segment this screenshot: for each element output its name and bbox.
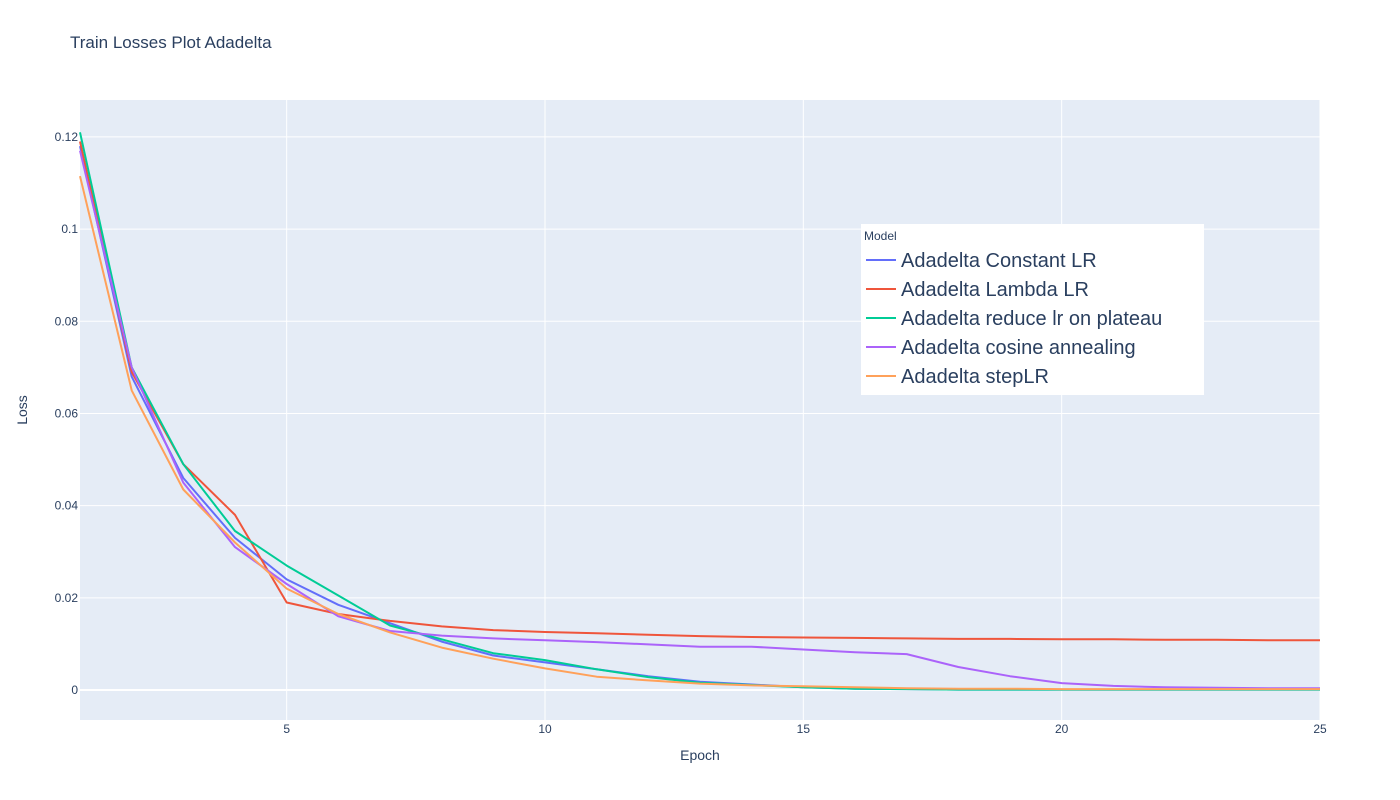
y-tick-label: 0.04 — [55, 499, 79, 513]
x-tick-label: 15 — [797, 722, 811, 736]
chart-title: Train Losses Plot Adadelta — [70, 33, 272, 52]
x-tick-label: 10 — [538, 722, 552, 736]
series-line — [79, 141, 1320, 642]
y-tick-label: 0.02 — [55, 591, 79, 605]
legend-title: Model — [864, 229, 897, 243]
y-tick-label: 0.08 — [55, 314, 79, 328]
legend-label: Adadelta stepLR — [901, 366, 1049, 388]
x-axis-title: Epoch — [680, 747, 720, 763]
legend-label: Adadelta cosine annealing — [901, 337, 1136, 359]
legend-label: Adadelta reduce lr on plateau — [901, 308, 1162, 330]
plot-area — [80, 100, 1320, 720]
legend-label: Adadelta Constant LR — [901, 250, 1097, 272]
y-tick-label: 0.12 — [55, 130, 79, 144]
legend-label: Adadelta Lambda LR — [901, 279, 1089, 301]
y-tick-label: 0.1 — [61, 222, 78, 236]
y-tick-label: 0.06 — [55, 406, 79, 420]
y-tick-label: 0 — [71, 683, 78, 697]
x-tick-label: 25 — [1313, 722, 1327, 736]
legend: Model Adadelta Constant LR Adadelta Lambd… — [861, 224, 1204, 395]
x-tick-label: 20 — [1055, 722, 1069, 736]
legend-box — [861, 224, 1204, 395]
series-line — [79, 175, 1320, 691]
y-axis-title: Loss — [14, 395, 30, 425]
series-layer — [79, 132, 1320, 691]
x-tick-label: 5 — [283, 722, 290, 736]
legend-items: Adadelta Constant LR Adadelta Lambda LR Ad… — [866, 250, 1162, 388]
x-axis-ticks: 5 10 15 20 25 — [283, 722, 1327, 736]
y-axis-ticks: 0 0.02 0.04 0.06 0.08 0.1 0.12 — [55, 130, 79, 697]
series-line — [79, 150, 1320, 690]
